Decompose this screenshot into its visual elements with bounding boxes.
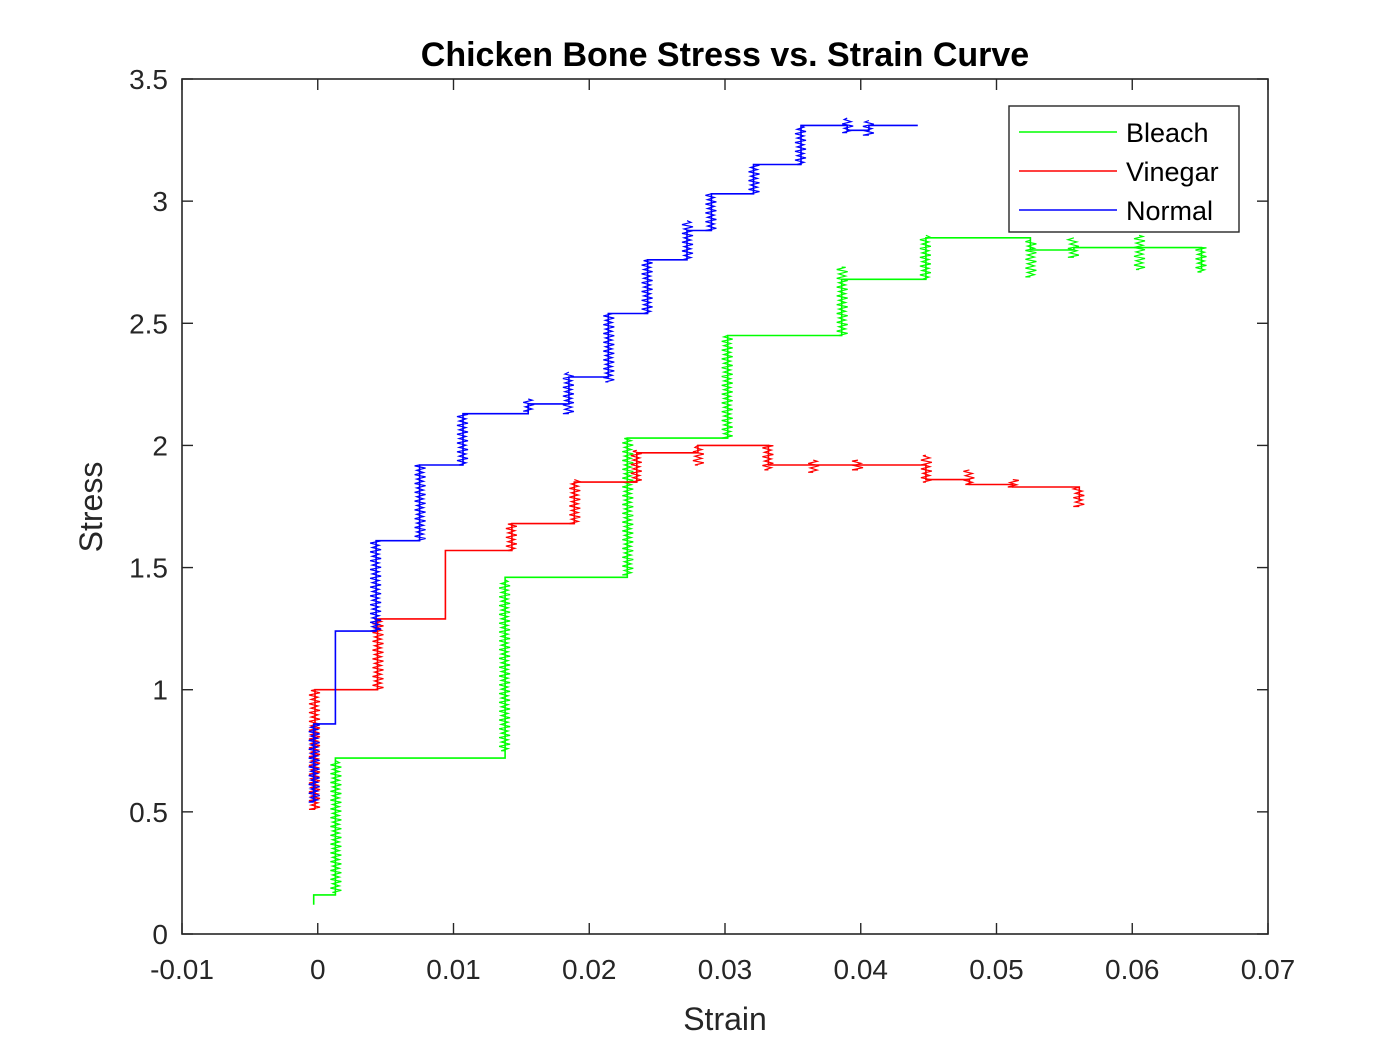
series-noise-bleach	[919, 234, 933, 280]
x-tick-label: 0.06	[1105, 954, 1160, 985]
series-noise-normal	[456, 413, 469, 466]
series-noise-vinegar	[505, 523, 518, 552]
series-noise-vinegar	[692, 444, 705, 466]
x-tick-label: 0.03	[698, 954, 753, 985]
series-noise-normal	[522, 398, 535, 412]
series-noise-normal	[705, 193, 717, 232]
series-noise-normal	[841, 117, 854, 134]
series-noise-bleach	[1133, 234, 1146, 271]
series-noise-normal	[794, 124, 807, 166]
series-noise-vinegar	[807, 459, 820, 473]
series-noise-normal	[748, 163, 760, 195]
chart-title: Chicken Bone Stress vs. Strain Curve	[421, 36, 1029, 74]
series-noise-normal	[862, 119, 875, 136]
series-noise-bleach	[721, 334, 733, 439]
series-noise-bleach	[1025, 239, 1037, 278]
y-axis-label: Stress	[73, 462, 109, 553]
series-noise-vinegar	[851, 459, 864, 471]
series-noise-vinegar	[308, 689, 321, 810]
series-noise-vinegar	[1071, 486, 1085, 508]
series-noise-vinegar	[920, 454, 933, 483]
series-noise-normal	[562, 371, 575, 415]
series-noise-bleach	[1195, 247, 1207, 273]
y-tick-label: 2.5	[129, 308, 168, 339]
y-tick-label: 2	[152, 430, 168, 461]
x-tick-label: 0.05	[969, 954, 1024, 985]
x-axis-label: Strain	[683, 1001, 767, 1037]
legend-label-bleach: Bleach	[1126, 118, 1209, 148]
legend: Bleach Vinegar Normal	[1008, 105, 1240, 233]
series-noise-vinegar	[963, 469, 975, 486]
x-tick-label: 0.02	[562, 954, 617, 985]
series-noise-vinegar	[762, 444, 774, 471]
series-noise-bleach	[1065, 237, 1080, 258]
y-tick-label: 0	[152, 919, 168, 950]
series-noise-bleach	[330, 760, 342, 894]
legend-box	[1008, 105, 1240, 233]
series-noise-normal	[414, 464, 426, 542]
series-noise-bleach	[836, 266, 848, 337]
x-tick-label: 0.07	[1241, 954, 1296, 985]
x-tick-label: 0	[310, 954, 326, 985]
axis-ticks: -0.01 0 0.01 0.02 0.03 0.04 0.05 0.06 0.07 0 0.5 1 1…	[129, 64, 1295, 985]
x-tick-label: -0.01	[150, 954, 214, 985]
series-noise-bleach	[498, 579, 511, 752]
y-tick-label: 0.5	[129, 797, 168, 828]
y-tick-label: 1	[152, 675, 168, 706]
series-noise-bleach	[622, 437, 634, 576]
y-tick-label: 3.5	[129, 64, 168, 95]
series-noise-normal	[369, 540, 382, 632]
series-noise-vinegar	[569, 479, 583, 525]
series-noise-vinegar	[630, 449, 643, 483]
plot-area	[308, 117, 1207, 905]
x-tick-label: 0.01	[426, 954, 481, 985]
series-noise-normal	[681, 220, 694, 261]
y-tick-label: 1.5	[129, 553, 168, 584]
series-noise-normal	[603, 312, 615, 383]
legend-label-normal: Normal	[1126, 196, 1213, 226]
y-tick-label: 3	[152, 186, 168, 217]
legend-label-vinegar: Vinegar	[1126, 157, 1219, 187]
x-tick-label: 0.04	[834, 954, 889, 985]
series-noise-normal	[641, 259, 653, 315]
series-noise-normal	[308, 723, 320, 803]
series-noise-vinegar	[1007, 479, 1020, 488]
